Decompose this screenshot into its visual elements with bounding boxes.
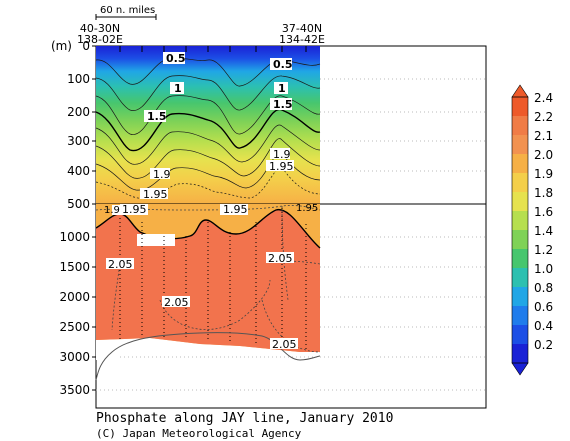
contour-label-6: 1.9 — [153, 168, 171, 181]
colorbar-label-11: 0.6 — [534, 300, 553, 314]
y-tick-3500: 3500 — [59, 383, 90, 397]
colorbar-swatch-3 — [512, 154, 528, 173]
colorbar-label-5: 1.8 — [534, 186, 553, 200]
colorbar-min-arrow — [511, 362, 529, 376]
colorbar: 2.4 2.2 2.1 2.0 1.9 1.8 1.6 1.4 1.2 1.0 0.8 0.6 0.4 0… — [511, 84, 553, 376]
contour-label-5: 1.5 — [273, 98, 293, 111]
colorbar-swatch-9 — [512, 268, 528, 287]
y-axis-label: (m) — [51, 39, 72, 53]
right-station-lat: 37-40N — [282, 22, 322, 35]
colorbar-max-arrow — [511, 84, 529, 98]
y-tick-3000: 3000 — [59, 350, 90, 364]
colorbar-swatch-13 — [512, 344, 528, 363]
contour-label-0: 0.5 — [166, 52, 186, 65]
colorbar-swatch-1 — [512, 116, 528, 135]
colorbar-swatch-6 — [512, 211, 528, 230]
contour-label-10: 1.95 — [104, 205, 126, 216]
station-labels: 40-30N 138-02E 37-40N 134-42E — [77, 22, 325, 46]
colorbar-swatch-0 — [512, 97, 528, 116]
contour-labels: 0.5 0.5 1 1 1.5 1.5 1.9 1.9 1.95 1.95 1.… — [104, 52, 318, 351]
colorbar-label-10: 0.8 — [534, 281, 553, 295]
colorbar-label-0: 2.4 — [534, 91, 553, 105]
contour-label-3: 1 — [278, 82, 286, 95]
bottom-profile — [95, 332, 321, 381]
y-tick-300: 300 — [67, 134, 90, 148]
contour-label-9: 1.95 — [269, 160, 294, 173]
y-tick-500: 500 — [67, 197, 90, 211]
contour-label-16: 2.05 — [164, 296, 189, 309]
y-tick-1500: 1500 — [59, 260, 90, 274]
colorbar-label-1: 2.2 — [534, 110, 553, 124]
colorbar-label-7: 1.4 — [534, 224, 553, 238]
colorbar-swatch-7 — [512, 230, 528, 249]
y-tick-0: 0 — [82, 39, 90, 53]
y-tick-2000: 2000 — [59, 290, 90, 304]
scale-bar: 60 n. miles — [95, 5, 157, 20]
contour-label-13: 1.95 — [296, 203, 318, 214]
colorbar-swatch-5 — [512, 192, 528, 211]
colorbar-label-4: 1.9 — [534, 167, 553, 181]
scale-bar-label: 60 n. miles — [100, 5, 155, 16]
contour-label-15: 2.05 — [268, 252, 293, 265]
colorbar-label-13: 0.2 — [534, 338, 553, 352]
colorbar-border — [511, 96, 529, 364]
colorbar-label-6: 1.6 — [534, 205, 553, 219]
contour-label-2: 1 — [174, 82, 182, 95]
colorbar-label-8: 1.2 — [534, 243, 553, 257]
y-tick-2500: 2500 — [59, 320, 90, 334]
y-tick-400: 400 — [67, 164, 90, 178]
colorbar-swatch-2 — [512, 135, 528, 154]
colorbar-swatch-12 — [512, 325, 528, 344]
contour-label-7: 1.9 — [273, 148, 291, 161]
y-tick-100: 100 — [67, 72, 90, 86]
chart-credit: (C) Japan Meteorological Agency — [96, 427, 302, 440]
chart-title: Phosphate along JAY line, January 2010 — [96, 411, 394, 426]
left-station-lat: 40-30N — [80, 22, 120, 35]
colorbar-label-12: 0.4 — [534, 319, 553, 333]
colorbar-label-3: 2.0 — [534, 148, 553, 162]
colorbar-label-9: 1.0 — [534, 262, 553, 276]
contour-label-14: 2.05 — [108, 258, 133, 271]
y-axis: (m) 0 100 200 300 400 500 1000 1500 2000… — [51, 39, 90, 397]
y-tick-1000: 1000 — [59, 230, 90, 244]
colorbar-swatch-8 — [512, 249, 528, 268]
station-ticks — [119, 46, 307, 52]
contour-label-17: 2.05 — [272, 338, 297, 351]
lower-section — [95, 204, 321, 360]
colorbar-swatch-11 — [512, 306, 528, 325]
contour-label-12: 1.95 — [223, 203, 248, 216]
y-tick-200: 200 — [67, 105, 90, 119]
contour-label-4: 1.5 — [147, 110, 167, 123]
y-axis-ticks — [92, 45, 96, 391]
colorbar-swatch-4 — [512, 173, 528, 192]
right-station-lon: 134-42E — [279, 33, 325, 46]
colorbar-label-2: 2.1 — [534, 129, 553, 143]
colorbar-swatch-10 — [512, 287, 528, 306]
contour-label-11: 1.95 — [122, 203, 147, 216]
contour-label-8: 1.95 — [143, 188, 168, 201]
left-station-lon: 138-02E — [77, 33, 123, 46]
contour-label-1: 0.5 — [273, 58, 293, 71]
